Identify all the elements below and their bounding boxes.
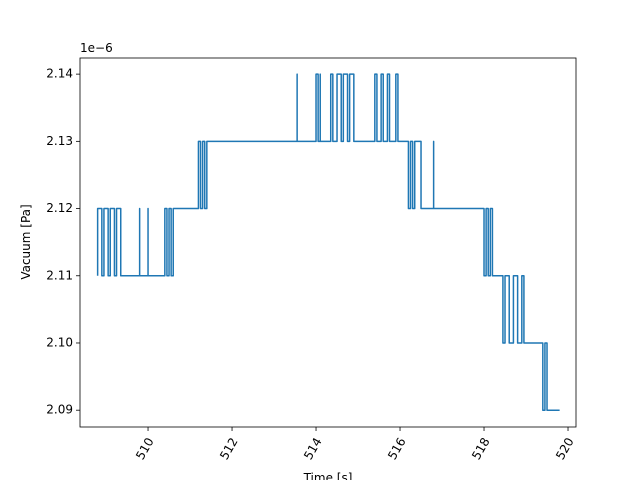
y-tick-label: 2.12 (46, 201, 73, 215)
y-tick-label: 2.13 (46, 134, 73, 148)
y-axis-label: Vacuum [Pa] (19, 204, 33, 279)
offset-text: 1e−6 (80, 41, 113, 55)
x-tick-label: 520 (553, 435, 577, 462)
data-line (96, 73, 560, 411)
x-tick-label: 514 (301, 435, 325, 462)
x-axis-label: Time [s] (303, 471, 353, 480)
y-tick-label: 2.14 (46, 67, 73, 81)
x-tick-label: 516 (385, 435, 409, 462)
x-tick-label: 510 (133, 435, 157, 462)
x-tick-label: 512 (217, 435, 241, 462)
x-tick-label: 518 (469, 435, 493, 462)
plot-frame (79, 57, 577, 428)
y-tick-label: 2.09 (46, 403, 73, 417)
y-tick-label: 2.10 (46, 335, 73, 349)
y-tick-label: 2.11 (46, 268, 73, 282)
